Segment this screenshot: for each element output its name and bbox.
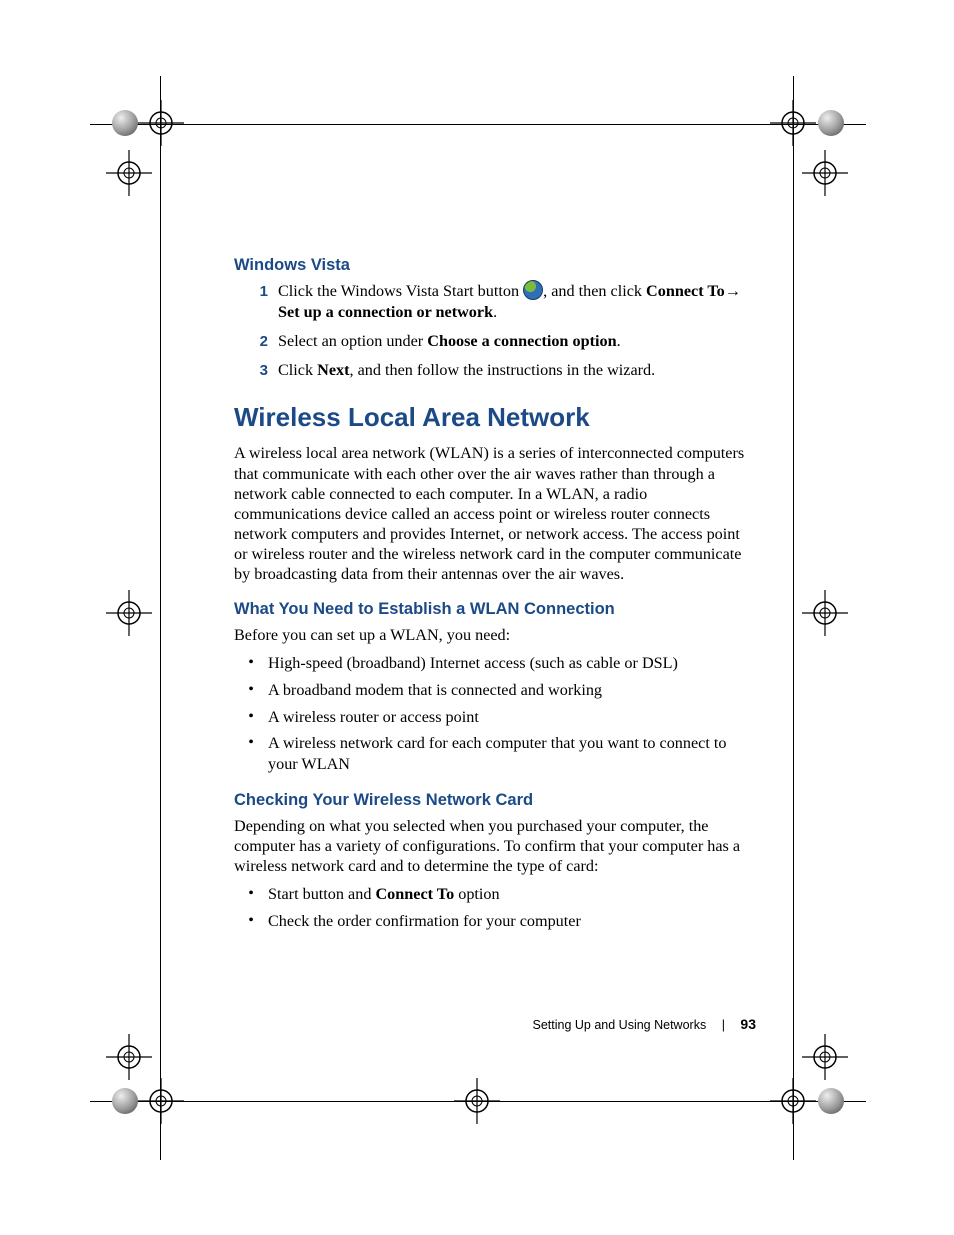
check-item-text: Start button and Connect To option bbox=[268, 884, 756, 905]
print-sphere bbox=[112, 1088, 138, 1114]
step-text: Click the Windows Vista Start button , a… bbox=[278, 281, 756, 323]
list-item: •A broadband modem that is connected and… bbox=[234, 680, 756, 701]
print-sphere bbox=[818, 1088, 844, 1114]
crop-line-right bbox=[793, 76, 794, 1160]
registration-mark-icon bbox=[802, 1034, 848, 1080]
step-number: 2 bbox=[234, 331, 278, 351]
list-item: • Start button and Connect To option bbox=[234, 884, 756, 905]
section-title-wlan: Wireless Local Area Network bbox=[234, 402, 756, 433]
check-item-text: Check the order confirmation for your co… bbox=[268, 911, 756, 932]
need-list: •High-speed (broadband) Internet access … bbox=[234, 653, 756, 775]
registration-mark-icon bbox=[106, 150, 152, 196]
step-number: 1 bbox=[234, 281, 278, 301]
bullet-icon: • bbox=[234, 707, 268, 727]
registration-mark-icon bbox=[802, 150, 848, 196]
page-footer: Setting Up and Using Networks | 93 bbox=[234, 1016, 756, 1032]
bullet-icon: • bbox=[234, 680, 268, 700]
print-sphere bbox=[112, 110, 138, 136]
registration-mark-icon bbox=[802, 590, 848, 636]
check-list: • Start button and Connect To option • C… bbox=[234, 884, 756, 931]
step-text: Select an option under Choose a connecti… bbox=[278, 331, 756, 352]
registration-mark-icon bbox=[106, 590, 152, 636]
crop-line-top bbox=[90, 124, 866, 125]
registration-mark-icon bbox=[106, 1034, 152, 1080]
bullet-icon: • bbox=[234, 653, 268, 673]
need-lead: Before you can set up a WLAN, you need: bbox=[234, 625, 756, 645]
footer-chapter: Setting Up and Using Networks bbox=[533, 1018, 707, 1032]
bullet-icon: • bbox=[234, 733, 268, 753]
vista-steps-list: 1 Click the Windows Vista Start button ,… bbox=[234, 281, 756, 380]
list-item: •A wireless router or access point bbox=[234, 707, 756, 728]
list-item: 1 Click the Windows Vista Start button ,… bbox=[234, 281, 756, 323]
subheading-windows-vista: Windows Vista bbox=[234, 256, 756, 275]
print-sphere bbox=[818, 110, 844, 136]
check-lead: Depending on what you selected when you … bbox=[234, 816, 756, 876]
list-item: •A wireless network card for each comput… bbox=[234, 733, 756, 774]
bullet-icon: • bbox=[234, 884, 268, 904]
registration-mark-icon bbox=[138, 100, 184, 146]
step-text: Click Next, and then follow the instruct… bbox=[278, 360, 756, 381]
content-column: Windows Vista 1 Click the Windows Vista … bbox=[234, 256, 756, 943]
list-item: 3 Click Next, and then follow the instru… bbox=[234, 360, 756, 381]
subheading-check: Checking Your Wireless Network Card bbox=[234, 791, 756, 810]
windows-start-icon bbox=[523, 280, 543, 300]
list-item: 2 Select an option under Choose a connec… bbox=[234, 331, 756, 352]
wlan-intro-paragraph: A wireless local area network (WLAN) is … bbox=[234, 443, 756, 584]
footer-page-number: 93 bbox=[740, 1016, 756, 1032]
footer-separator: | bbox=[710, 1018, 737, 1032]
subheading-need: What You Need to Establish a WLAN Connec… bbox=[234, 600, 756, 619]
list-item: • Check the order confirmation for your … bbox=[234, 911, 756, 932]
list-item: •High-speed (broadband) Internet access … bbox=[234, 653, 756, 674]
step-number: 3 bbox=[234, 360, 278, 380]
crop-line-left bbox=[160, 76, 161, 1160]
page: Windows Vista 1 Click the Windows Vista … bbox=[0, 0, 954, 1235]
crop-line-bottom bbox=[90, 1101, 866, 1102]
bullet-icon: • bbox=[234, 911, 268, 931]
